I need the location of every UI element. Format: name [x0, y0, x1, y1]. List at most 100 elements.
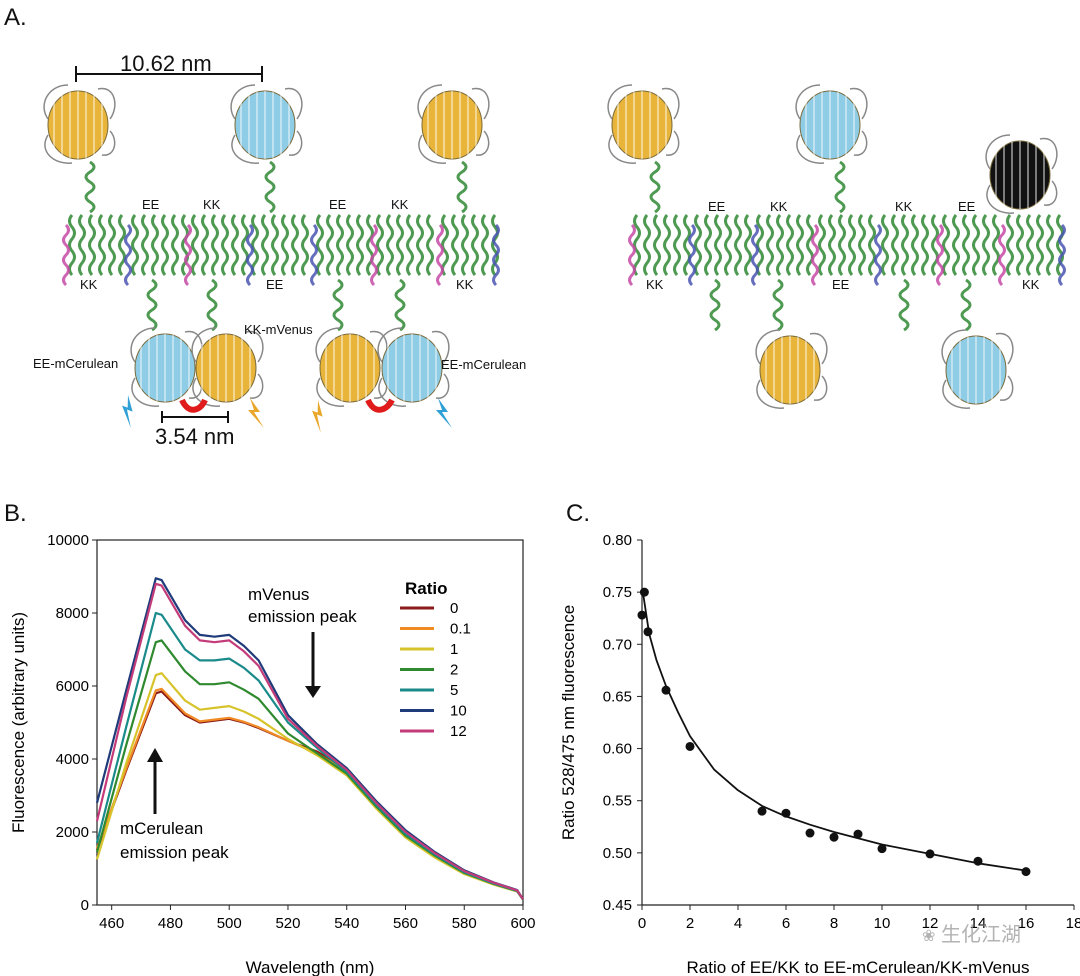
- x-tick-label: 16: [1018, 915, 1035, 932]
- legend-label-0.1: 0.1: [450, 621, 471, 638]
- y-tick-label: 10000: [47, 532, 89, 549]
- y-tick-label: 0.70: [603, 636, 632, 653]
- left-bottom-label-3: KK: [456, 277, 474, 292]
- data-point: [661, 685, 671, 695]
- y-tick-label: 8000: [56, 605, 89, 622]
- wechat-icon: ❀: [922, 928, 936, 945]
- y-tick-label: 2000: [56, 824, 89, 841]
- panel-b-letter: B.: [4, 500, 27, 527]
- left-assembly: [43, 84, 500, 433]
- data-point: [757, 806, 767, 816]
- mvenus-arrow-head: [305, 686, 321, 698]
- left-top-label-2: KK: [203, 197, 221, 212]
- x-tick-label: 8: [830, 915, 838, 932]
- watermark: ❀ 生化江湖: [922, 924, 1021, 946]
- x-tick-label: 520: [275, 915, 300, 932]
- x-tick-label: 500: [217, 915, 242, 932]
- left-bottom-label-1: KK: [80, 277, 98, 292]
- x-tick-label: 0: [638, 915, 646, 932]
- scale-label-bottom: 3.54 nm: [155, 424, 235, 449]
- scale-bar-top: [75, 66, 263, 82]
- chart-b: 460 480 500 520 540 560 580 6000200040006000800…: [9, 532, 536, 976]
- x-axis-label: Wavelength (nm): [246, 958, 375, 976]
- x-tick-label: 600: [510, 915, 535, 932]
- kk-mvenus-label: KK-mVenus: [244, 322, 313, 337]
- y-axis-label: Ratio 528/475 nm fluorescence: [559, 605, 578, 840]
- x-tick-label: 14: [970, 915, 987, 932]
- right-assembly: [607, 84, 1066, 410]
- y-tick-label: 4000: [56, 751, 89, 768]
- y-tick-label: 0.45: [603, 897, 632, 914]
- left-top-label-1: EE: [142, 197, 160, 212]
- x-tick-label: 480: [158, 915, 183, 932]
- x-tick-label: 12: [922, 915, 939, 932]
- data-point: [639, 587, 649, 597]
- top-barrel-gold-2: [417, 84, 490, 165]
- x-tick-label: 18: [1066, 915, 1080, 932]
- fit-curve: [642, 594, 1027, 872]
- series-line-12: [95, 582, 524, 900]
- right-top-label-3: KK: [895, 199, 913, 214]
- legend-label-1: 1: [450, 641, 458, 658]
- right-bottom-label-2: EE: [832, 277, 850, 292]
- panel-c-letter: C.: [566, 500, 590, 527]
- legend-title: Ratio: [405, 579, 448, 598]
- y-tick-label: 0.75: [603, 584, 632, 601]
- y-tick-label: 6000: [56, 678, 89, 695]
- right-bottom-label-1: KK: [646, 277, 664, 292]
- data-point: [853, 829, 863, 839]
- y-axis-label: Fluorescence (arbitrary units): [9, 612, 28, 833]
- x-tick-label: 560: [393, 915, 418, 932]
- x-tick-label: 580: [452, 915, 477, 932]
- mcerulean-annotation-line1: mCerulean: [120, 819, 203, 838]
- y-tick-label: 0: [81, 897, 89, 914]
- mvenus-annotation-line2: emission peak: [248, 607, 357, 626]
- right-top-label-4: EE: [958, 199, 976, 214]
- plot-frame: [96, 539, 524, 906]
- y-tick-label: 0.50: [603, 845, 632, 862]
- x-tick-label: 2: [686, 915, 694, 932]
- right-top-label-1: EE: [708, 199, 726, 214]
- mvenus-annotation-line1: mVenus: [248, 585, 309, 604]
- panel-a-diagram: [43, 66, 1066, 433]
- x-tick-label: 540: [334, 915, 359, 932]
- panel-a-letter: A.: [4, 4, 27, 31]
- scale-label-top: 10.62 nm: [120, 51, 212, 76]
- data-point: [973, 856, 983, 866]
- data-point: [877, 844, 887, 854]
- right-bottom-label-3: KK: [1022, 277, 1040, 292]
- x-tick-label: 6: [782, 915, 790, 932]
- left-top-label-3: EE: [329, 197, 347, 212]
- data-point: [829, 832, 839, 842]
- top-barrel-gold-1: [43, 84, 116, 165]
- x-tick-label: 460: [99, 915, 124, 932]
- data-point: [925, 849, 935, 859]
- data-point: [637, 610, 647, 620]
- legend-label-0: 0: [450, 600, 458, 617]
- right-top-label-2: KK: [770, 199, 788, 214]
- data-point: [1021, 867, 1031, 877]
- legend-label-5: 5: [450, 682, 458, 699]
- legend-label-2: 2: [450, 662, 458, 679]
- y-tick-label: 0.65: [603, 688, 632, 705]
- y-tick-label: 0.55: [603, 793, 632, 810]
- x-tick-label: 10: [874, 915, 891, 932]
- data-point: [685, 741, 695, 751]
- y-tick-label: 0.80: [603, 532, 632, 549]
- x-tick-label: 4: [734, 915, 742, 932]
- mcerulean-arrow-head: [147, 748, 163, 762]
- x-axis-label: Ratio of EE/KK to EE-mCerulean/KK-mVenus: [687, 958, 1030, 976]
- y-tick-label: 0.60: [603, 741, 632, 758]
- left-bottom-label-2: EE: [266, 277, 284, 292]
- legend-label-12: 12: [450, 723, 467, 740]
- data-point: [781, 808, 791, 818]
- left-top-label-4: KK: [391, 197, 409, 212]
- ee-mcerulean-left-label: EE-mCerulean: [33, 356, 119, 371]
- ee-mcerulean-right-label: EE-mCerulean: [441, 357, 527, 372]
- top-barrel-cyan: [230, 84, 303, 165]
- legend-label-10: 10: [450, 703, 467, 720]
- mcerulean-annotation-line2: emission peak: [120, 843, 229, 862]
- data-point: [643, 627, 653, 637]
- data-point: [805, 828, 815, 838]
- chart-c: 0 2 4 6 8 10 12 14 16 18 0.45 0.50 0.55 0.60 0.65 0.70 0…: [559, 532, 1080, 976]
